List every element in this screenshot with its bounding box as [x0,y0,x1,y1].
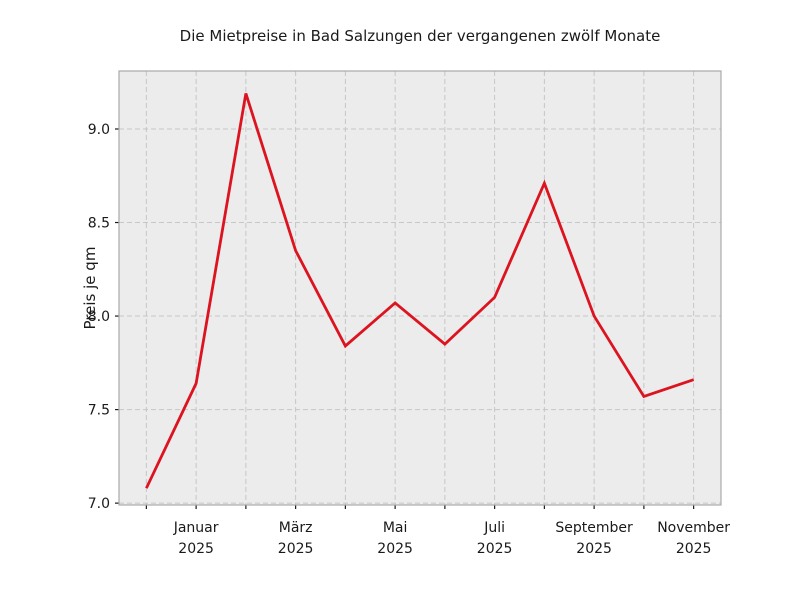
x-tick-label-year: 2025 [278,541,314,557]
x-tick-label-year: 2025 [178,541,214,557]
x-tick-label-month: Mai [383,520,408,536]
x-tick-label-year: 2025 [377,541,413,557]
x-tick-label-year: 2025 [576,541,612,557]
y-tick-label: 7.5 [88,403,110,419]
plot-background [119,71,721,505]
chart-title: Die Mietpreise in Bad Salzungen der verg… [179,27,661,45]
x-tick-label-month: Januar [173,520,219,536]
x-tick-label-year: 2025 [477,541,513,557]
x-tick-label-month: Juli [483,520,505,536]
y-tick-label: 7.0 [88,496,110,512]
x-tick-label-month: November [657,520,730,536]
plot-border [118,70,722,506]
x-tick-label-year: 2025 [676,541,712,557]
y-tick-label: 8.0 [88,309,110,325]
price-line [145,93,695,489]
x-tick-label-month: September [555,520,633,536]
x-tick-label-month: März [279,520,313,536]
y-tick-label: 9.0 [88,122,110,138]
y-tick-label: 8.5 [88,216,110,232]
